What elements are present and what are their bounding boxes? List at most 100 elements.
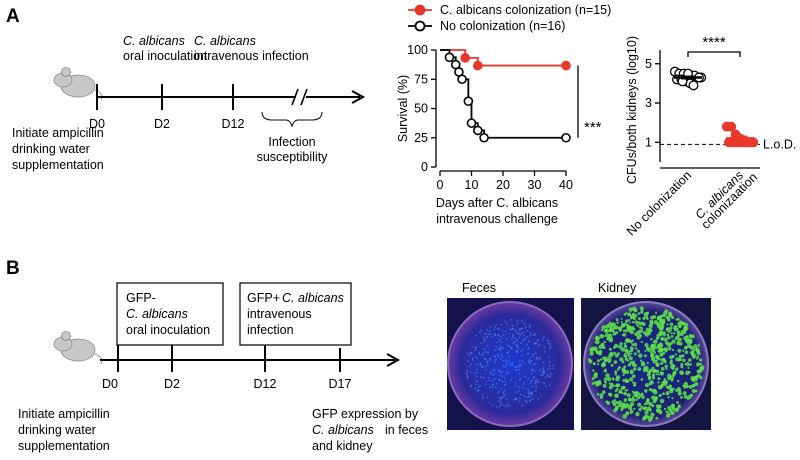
colony — [659, 352, 664, 357]
colony — [667, 373, 672, 378]
speckle — [543, 372, 545, 375]
colony — [656, 369, 660, 373]
speckle — [549, 372, 552, 375]
colony — [604, 328, 610, 334]
speckle — [486, 396, 489, 399]
colony — [612, 378, 615, 381]
colony — [667, 318, 671, 322]
start-note: supplementation — [12, 158, 104, 172]
speckle — [547, 342, 550, 345]
window-label: susceptibility — [257, 150, 329, 164]
error-bar — [733, 135, 747, 142]
speckle — [501, 330, 503, 332]
speckle — [532, 377, 535, 380]
colony — [671, 316, 675, 320]
colony — [646, 347, 649, 350]
colony — [600, 328, 604, 332]
colony — [622, 329, 626, 333]
speckle — [517, 346, 520, 349]
panel-label: A — [6, 6, 20, 27]
colony — [637, 317, 641, 321]
end-note: GFP expression by — [312, 407, 419, 421]
speckle — [549, 343, 552, 346]
speckle — [494, 349, 497, 351]
colony — [684, 350, 689, 355]
colony — [616, 321, 619, 324]
colony — [604, 358, 608, 362]
speckle — [494, 355, 496, 358]
colony — [625, 348, 628, 352]
speckle — [501, 375, 504, 377]
colony — [653, 390, 658, 395]
survival-point — [561, 60, 571, 71]
timeline-label: D2 — [164, 377, 180, 391]
speckle — [504, 380, 507, 383]
speckle — [549, 375, 551, 378]
colony — [603, 369, 607, 373]
speckle — [505, 359, 508, 362]
colony — [588, 359, 593, 364]
speckle — [523, 322, 526, 325]
speckle — [547, 340, 550, 343]
speckle — [541, 374, 544, 376]
speckle — [480, 329, 482, 332]
speckle — [479, 342, 482, 345]
speckle — [467, 360, 470, 363]
colony — [676, 401, 679, 404]
colony — [619, 342, 623, 346]
speckle — [524, 375, 527, 378]
speckle — [503, 394, 506, 397]
colony — [622, 402, 626, 407]
speckle — [544, 385, 547, 388]
colony — [644, 343, 649, 348]
colony — [689, 393, 694, 398]
speckle — [527, 377, 530, 380]
colony — [667, 311, 673, 316]
colony — [630, 352, 633, 355]
speckle — [514, 366, 517, 369]
speckle — [512, 334, 515, 337]
speckle — [543, 382, 545, 384]
colony — [650, 353, 654, 358]
colony — [625, 319, 629, 323]
speckle — [550, 373, 553, 376]
speckle — [514, 384, 517, 387]
colony — [643, 407, 647, 411]
speckle — [527, 353, 529, 356]
colony — [611, 329, 615, 333]
colony — [663, 347, 667, 351]
speckle — [515, 343, 518, 346]
speckle — [488, 401, 491, 404]
colony — [638, 353, 643, 358]
colony — [680, 362, 684, 366]
colony — [635, 323, 639, 326]
colony — [625, 338, 631, 343]
colony — [688, 340, 693, 345]
speckle — [506, 403, 509, 406]
colony — [637, 402, 642, 407]
speckle — [495, 323, 498, 326]
speckle — [525, 400, 527, 402]
colony — [615, 401, 619, 405]
speckle — [485, 336, 488, 338]
colony — [652, 375, 655, 379]
colony — [623, 365, 627, 368]
colony — [635, 391, 641, 396]
colony — [693, 376, 698, 382]
colony — [700, 365, 705, 370]
speckle — [548, 365, 551, 368]
speckle — [520, 350, 523, 353]
speckle — [519, 377, 522, 380]
start-note: drinking water — [12, 142, 90, 156]
colony — [682, 391, 687, 396]
start-note: supplementation — [18, 439, 110, 453]
speckle — [486, 364, 489, 367]
speckle — [536, 358, 539, 361]
colony — [666, 327, 669, 331]
colony — [646, 311, 650, 314]
colony — [659, 398, 665, 404]
timeline-label: D0 — [102, 377, 118, 391]
speckle — [524, 326, 527, 329]
speckle — [549, 345, 552, 348]
speckle — [481, 354, 484, 357]
